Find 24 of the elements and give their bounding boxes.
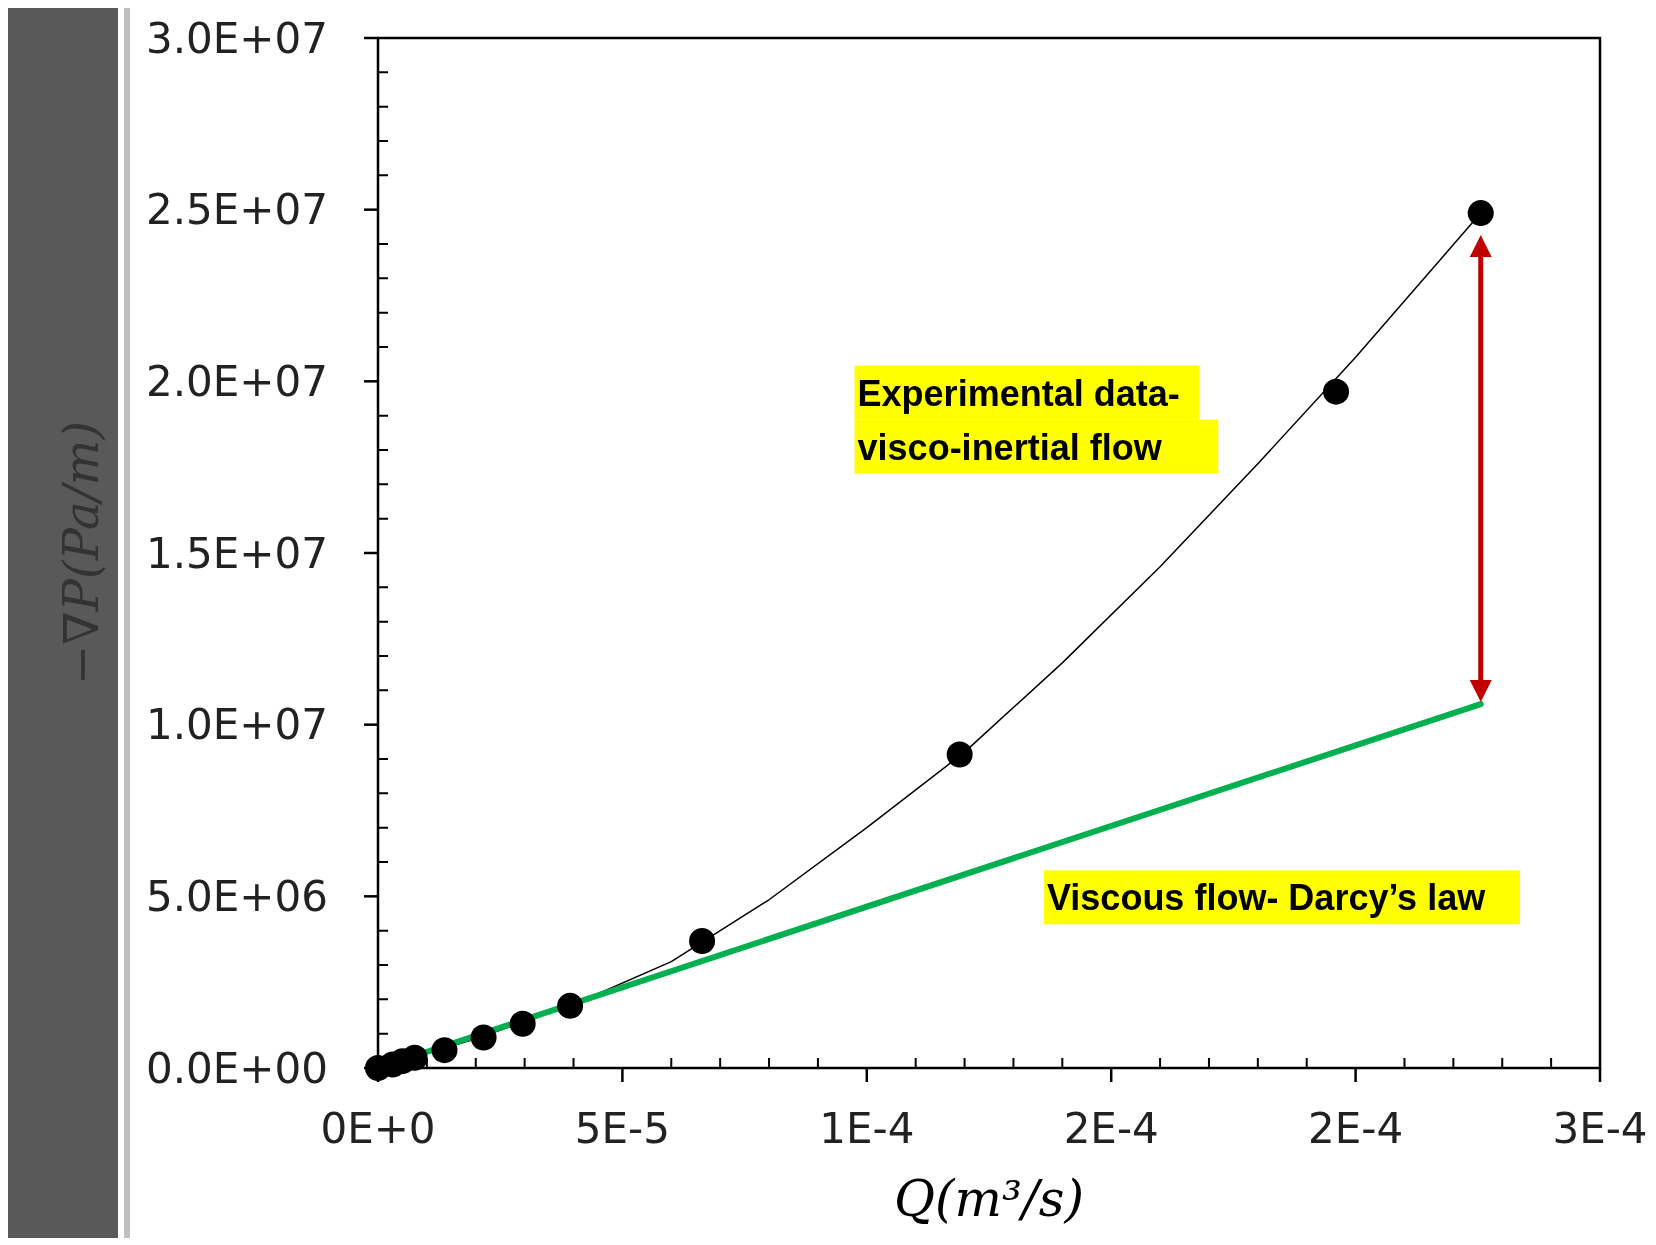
point xyxy=(689,927,716,954)
x-tick-label: 1E-4 xyxy=(819,1104,915,1153)
annotation: Experimental data- visco-inertial flow xyxy=(857,372,1180,468)
point xyxy=(431,1037,458,1064)
y-tick-label: 1.5E+07 xyxy=(146,528,328,578)
x-axis-title: Q(m³/s) xyxy=(894,1170,1084,1228)
point xyxy=(1323,378,1350,405)
x-tick-label: 2E-4 xyxy=(1063,1104,1159,1153)
y-tick-label: 0.0E+00 xyxy=(146,1043,328,1093)
y-tick-label: 2.5E+07 xyxy=(146,185,328,235)
y-tick-label: 3.0E+07 xyxy=(146,13,328,63)
point xyxy=(1467,200,1494,227)
point xyxy=(470,1024,497,1051)
x-tick-label: 5E-5 xyxy=(574,1104,670,1153)
point xyxy=(509,1010,536,1037)
y-tick-label: 1.0E+07 xyxy=(146,700,328,750)
x-tick-label: 3E-4 xyxy=(1552,1104,1648,1153)
y-tick-label: 5.0E+06 xyxy=(146,871,328,921)
y-tick-label: 2.0E+07 xyxy=(146,356,328,406)
x-tick-label: 0E+0 xyxy=(320,1104,436,1153)
point xyxy=(946,741,973,768)
annotation: Viscous flow- Darcy’s law xyxy=(1046,877,1487,919)
x-tick-label: 2E-4 xyxy=(1308,1104,1404,1153)
point xyxy=(557,992,584,1019)
